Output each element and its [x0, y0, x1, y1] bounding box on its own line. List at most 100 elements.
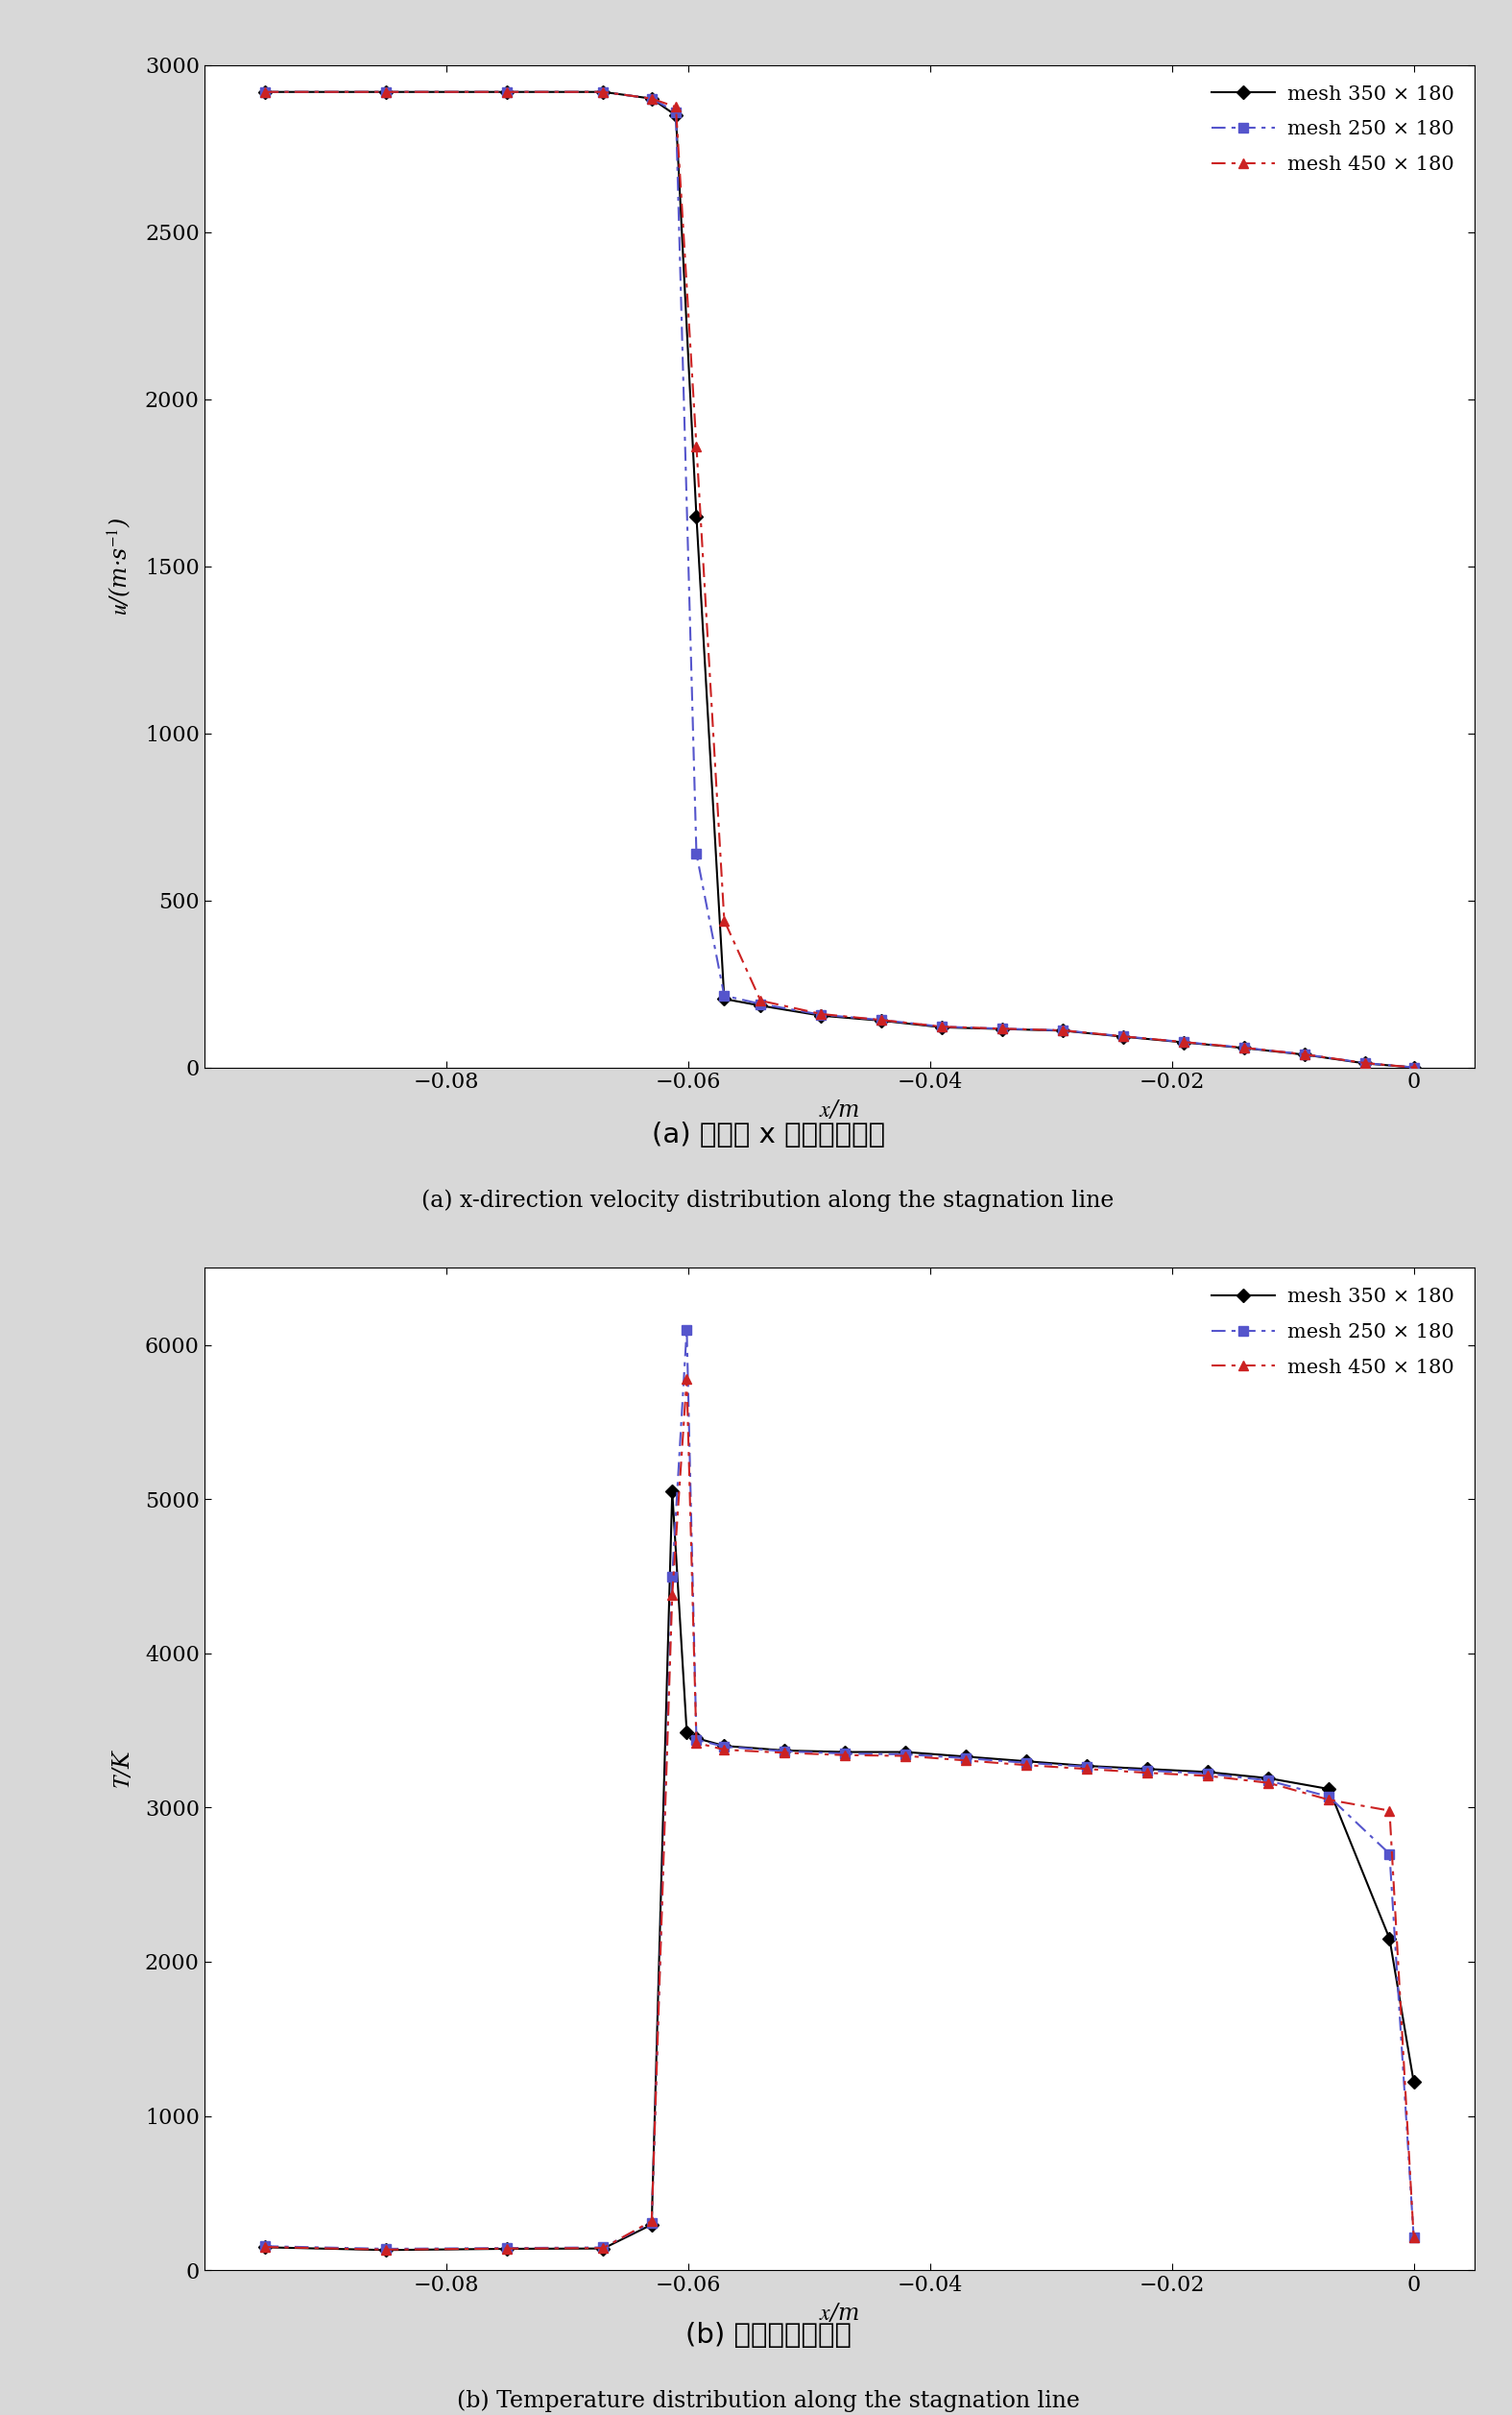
mesh 450 × 180 — [1405, 2224, 1423, 2253]
mesh 350 × 180 — [812, 1002, 830, 1031]
mesh 350 × 180 — [643, 2210, 661, 2239]
mesh 450 × 180 — [715, 906, 733, 935]
mesh 250 × 180 — [256, 77, 274, 106]
mesh 250 × 180 — [933, 1012, 951, 1041]
mesh 350 × 180 — [993, 1014, 1012, 1043]
Line: mesh 250 × 180: mesh 250 × 180 — [260, 87, 1418, 1072]
mesh 450 × 180 — [376, 77, 395, 106]
mesh 250 × 180 — [1235, 1034, 1253, 1063]
mesh 250 × 180 — [1320, 1782, 1338, 1811]
mesh 450 × 180 — [1259, 1768, 1278, 1797]
mesh 450 × 180 — [1356, 1048, 1374, 1077]
mesh 250 × 180 — [643, 2207, 661, 2236]
Y-axis label: $u$/(m·s$^{-1}$): $u$/(m·s$^{-1}$) — [106, 517, 135, 616]
mesh 450 × 180 — [256, 2231, 274, 2260]
mesh 350 × 180 — [751, 990, 770, 1019]
mesh 450 × 180 — [1054, 1017, 1072, 1046]
mesh 350 × 180 — [1235, 1034, 1253, 1063]
X-axis label: $x$/m: $x$/m — [820, 1099, 859, 1121]
mesh 450 × 180 — [497, 77, 516, 106]
mesh 350 × 180 — [776, 1736, 794, 1765]
mesh 350 × 180 — [594, 2234, 612, 2263]
mesh 450 × 180 — [643, 2207, 661, 2236]
mesh 350 × 180 — [1405, 2067, 1423, 2096]
mesh 350 × 180 — [667, 101, 685, 130]
mesh 250 × 180 — [1175, 1026, 1193, 1055]
mesh 250 × 180 — [497, 77, 516, 106]
mesh 350 × 180 — [594, 77, 612, 106]
mesh 450 × 180 — [594, 77, 612, 106]
mesh 450 × 180 — [812, 1000, 830, 1029]
mesh 250 × 180 — [836, 1739, 854, 1768]
mesh 250 × 180 — [1259, 1765, 1278, 1794]
mesh 350 × 180 — [933, 1012, 951, 1041]
mesh 350 × 180 — [1380, 1925, 1399, 1954]
Text: (a) x-direction velocity distribution along the stagnation line: (a) x-direction velocity distribution al… — [422, 1188, 1114, 1212]
mesh 250 × 180 — [1405, 1053, 1423, 1082]
mesh 250 × 180 — [256, 2231, 274, 2260]
X-axis label: $x$/m: $x$/m — [820, 2301, 859, 2323]
mesh 350 × 180 — [897, 1736, 915, 1765]
mesh 250 × 180 — [1356, 1048, 1374, 1077]
mesh 450 × 180 — [667, 92, 685, 121]
mesh 350 × 180 — [643, 85, 661, 114]
mesh 450 × 180 — [715, 1736, 733, 1765]
mesh 350 × 180 — [1175, 1029, 1193, 1058]
mesh 450 × 180 — [1114, 1022, 1132, 1051]
mesh 450 × 180 — [594, 2234, 612, 2263]
mesh 350 × 180 — [836, 1736, 854, 1765]
mesh 250 × 180 — [1114, 1022, 1132, 1051]
mesh 250 × 180 — [751, 990, 770, 1019]
mesh 350 × 180 — [376, 77, 395, 106]
mesh 450 × 180 — [993, 1014, 1012, 1043]
mesh 250 × 180 — [715, 980, 733, 1009]
mesh 350 × 180 — [1199, 1758, 1217, 1787]
mesh 250 × 180 — [715, 1732, 733, 1761]
mesh 450 × 180 — [688, 432, 706, 461]
mesh 250 × 180 — [993, 1014, 1012, 1043]
mesh 250 × 180 — [643, 85, 661, 114]
Y-axis label: $T$/K: $T$/K — [110, 1748, 135, 1790]
mesh 250 × 180 — [1078, 1753, 1096, 1782]
mesh 250 × 180 — [376, 2234, 395, 2263]
Text: (a) 驻点线 x 方向速度分布: (a) 驻点线 x 方向速度分布 — [652, 1121, 885, 1150]
mesh 450 × 180 — [376, 2236, 395, 2265]
mesh 450 × 180 — [836, 1741, 854, 1770]
mesh 350 × 180 — [1320, 1775, 1338, 1804]
mesh 250 × 180 — [1296, 1041, 1314, 1070]
mesh 450 × 180 — [497, 2234, 516, 2263]
mesh 350 × 180 — [256, 77, 274, 106]
mesh 250 × 180 — [688, 838, 706, 867]
mesh 350 × 180 — [677, 1717, 696, 1746]
mesh 250 × 180 — [1405, 2224, 1423, 2253]
mesh 450 × 180 — [1380, 1797, 1399, 1826]
Line: mesh 350 × 180: mesh 350 × 180 — [260, 87, 1418, 1072]
mesh 250 × 180 — [776, 1736, 794, 1765]
mesh 250 × 180 — [1380, 1840, 1399, 1869]
mesh 250 × 180 — [594, 77, 612, 106]
mesh 350 × 180 — [497, 77, 516, 106]
Text: (b) Temperature distribution along the stagnation line: (b) Temperature distribution along the s… — [457, 2388, 1080, 2413]
mesh 350 × 180 — [1139, 1753, 1157, 1782]
mesh 450 × 180 — [1199, 1761, 1217, 1790]
Text: (b) 驻点线温度分布: (b) 驻点线温度分布 — [685, 2321, 851, 2350]
mesh 250 × 180 — [812, 1000, 830, 1029]
mesh 450 × 180 — [664, 1579, 682, 1608]
mesh 350 × 180 — [664, 1478, 682, 1507]
mesh 350 × 180 — [1054, 1017, 1072, 1046]
mesh 350 × 180 — [1078, 1751, 1096, 1780]
mesh 350 × 180 — [715, 1732, 733, 1761]
mesh 450 × 180 — [872, 1005, 891, 1034]
mesh 350 × 180 — [957, 1741, 975, 1770]
Line: mesh 350 × 180: mesh 350 × 180 — [260, 1488, 1418, 2256]
mesh 450 × 180 — [957, 1746, 975, 1775]
mesh 250 × 180 — [1018, 1748, 1036, 1777]
Line: mesh 450 × 180: mesh 450 × 180 — [260, 87, 1418, 1072]
mesh 450 × 180 — [688, 1729, 706, 1758]
mesh 450 × 180 — [776, 1739, 794, 1768]
mesh 450 × 180 — [1018, 1751, 1036, 1780]
mesh 450 × 180 — [1175, 1026, 1193, 1055]
mesh 250 × 180 — [376, 77, 395, 106]
mesh 350 × 180 — [1259, 1763, 1278, 1792]
mesh 350 × 180 — [1356, 1048, 1374, 1077]
